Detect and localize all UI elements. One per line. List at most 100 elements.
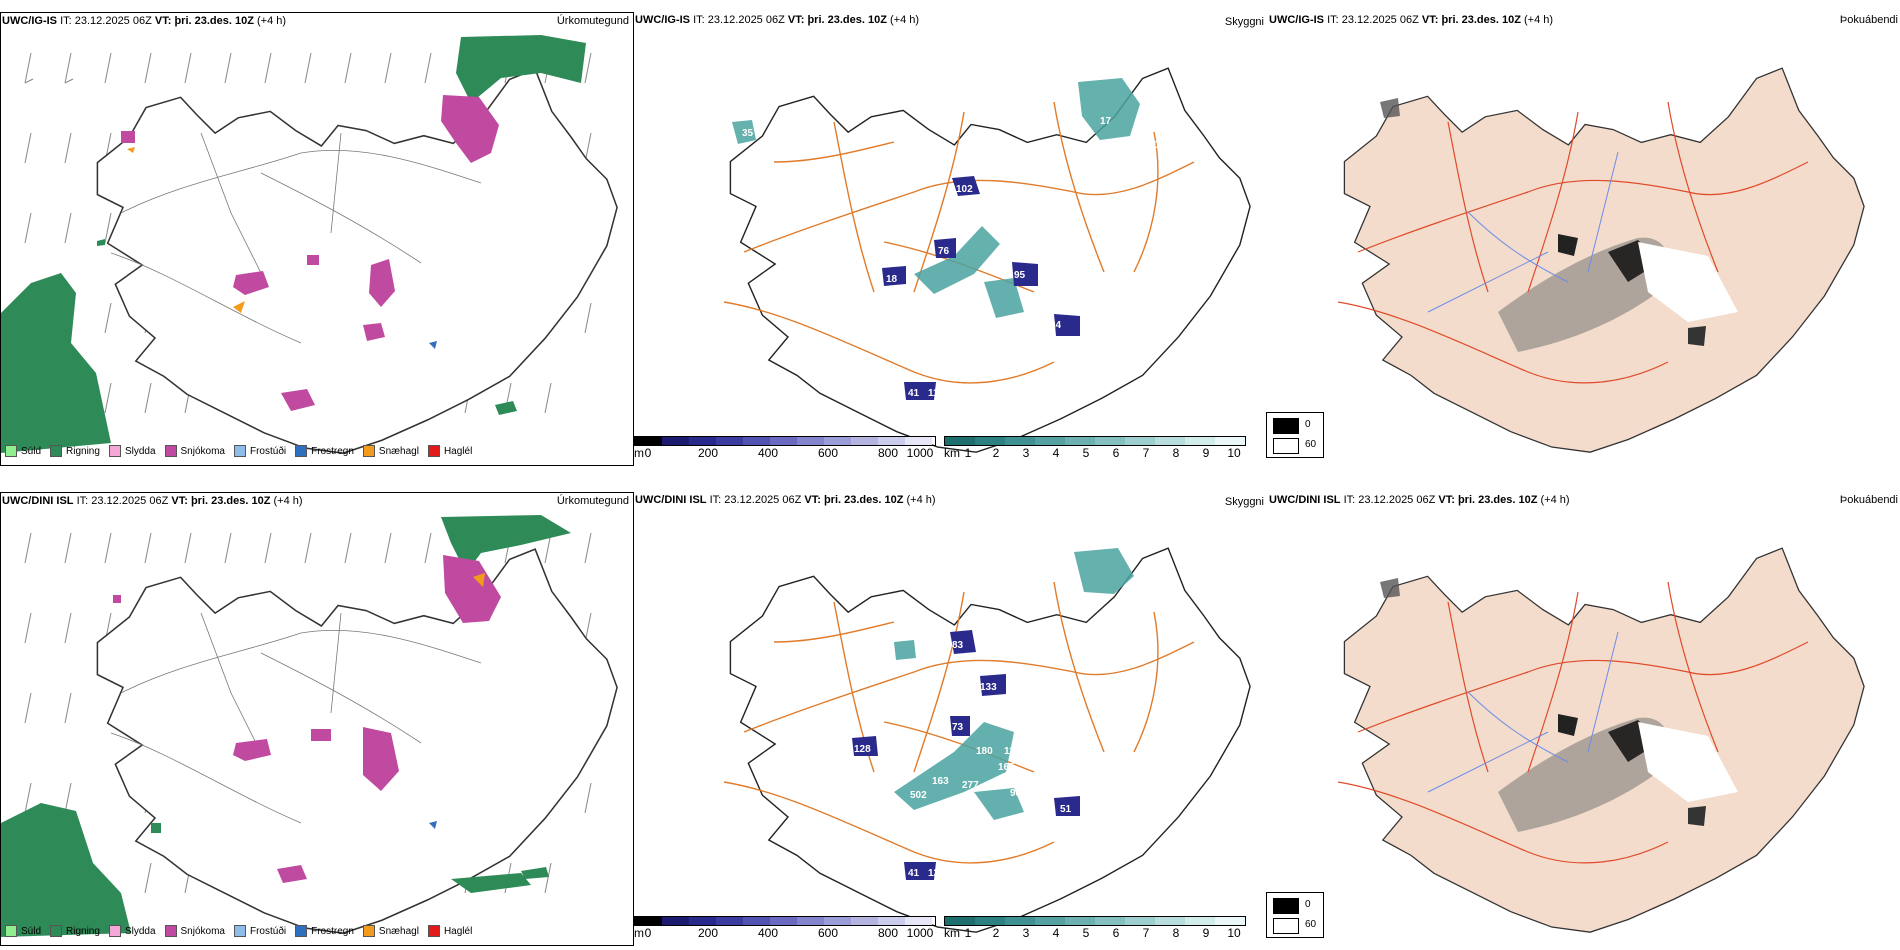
- precip-header-row2: UWC/DINI ISL IT: 23.12.2025 06Z VT: þri.…: [2, 495, 303, 507]
- precip-legend-row2: Súld Rigning Slydda Snjókoma Frostúði Fr…: [5, 925, 472, 937]
- visibility-panel-row2: 83 133 73 128 180 112 165 163 277 502 98…: [634, 492, 1268, 944]
- sleet-graupel-areas: [429, 573, 485, 829]
- cloud-legend-row1: 0 60: [1266, 412, 1324, 458]
- vis-label: 98: [1010, 788, 1022, 799]
- vis-label: 10: [1148, 140, 1160, 151]
- vis-label: 24: [1050, 320, 1062, 331]
- road-lines: [110, 132, 482, 344]
- vis-label: 41: [908, 868, 920, 879]
- visibility-tick: 10: [1227, 446, 1241, 460]
- fog-map-row1: [1337, 67, 1865, 453]
- visibility-navy-areas: [882, 176, 1080, 400]
- vis-label: 35: [742, 128, 754, 139]
- elevation-tick: 200: [697, 926, 719, 940]
- snow-areas: [121, 95, 499, 411]
- precip-title-row1: Úrkomutegund: [556, 15, 629, 27]
- legend-snow: Snjókoma: [164, 445, 225, 457]
- vis-label: 112: [1004, 746, 1021, 757]
- rain-areas: [1, 35, 586, 453]
- legend-hail: Haglél: [427, 925, 472, 937]
- precip-map-row2: [1, 515, 618, 937]
- vis-label: 73: [952, 722, 964, 733]
- elevation-tick: 0: [644, 446, 652, 460]
- vis-label: 70: [702, 236, 714, 247]
- fog-roads: [1337, 581, 1809, 864]
- precip-legend-row1: Súld Rigning Slydda Snjókoma Frostúði Fr…: [5, 445, 472, 457]
- legend-hail: Haglél: [427, 445, 472, 457]
- elevation-tick: 800: [877, 926, 899, 940]
- fog-header-row1: UWC/IG-IS IT: 23.12.2025 06Z VT: þri. 23…: [1269, 14, 1554, 26]
- vis-label: 502: [910, 790, 927, 801]
- legend-snow-pellets: Snæhagl: [362, 925, 419, 937]
- vis-label: 163: [932, 776, 949, 787]
- visibility-value-labels: 35 17 10 70 102 76 18 28 95 24 88 41 118: [702, 116, 1160, 399]
- precip-panel-row1: UWC/IG-IS IT: 23.12.2025 06Z VT: þri. 23…: [0, 12, 634, 466]
- visibility-unit: km: [944, 926, 960, 940]
- fog-header-row2: UWC/DINI ISL IT: 23.12.2025 06Z VT: þri.…: [1269, 494, 1570, 506]
- vis-label: 133: [980, 682, 997, 693]
- visibility-tick: 2: [992, 446, 1000, 460]
- elevation-tick: 0: [644, 926, 652, 940]
- vis-label: 41: [908, 388, 920, 399]
- visibility-map-row1: 35 17 10 70 102 76 18 28 95 24 88 41 118: [702, 67, 1251, 453]
- visibility-tick: 5: [1082, 926, 1090, 940]
- vis-label: 128: [854, 744, 871, 755]
- elevation-unit: m: [634, 446, 644, 460]
- vis-label: 118: [928, 388, 945, 399]
- visibility-tick: 2: [992, 926, 1000, 940]
- precip-map-row1: [1, 35, 618, 454]
- legend-sleet: Slydda: [108, 445, 156, 457]
- vis-label: 277: [962, 780, 979, 791]
- visibility-title-row1: Skyggni: [1224, 16, 1264, 28]
- vis-label: 88: [924, 350, 936, 361]
- visibility-tick: 9: [1202, 446, 1210, 460]
- elevation-unit: m: [634, 926, 644, 940]
- legend-freezing-rain: Frostregn: [295, 445, 354, 457]
- road-lines: [110, 612, 482, 824]
- visibility-tick: 1: [964, 446, 972, 460]
- visibility-tick: 8: [1172, 446, 1180, 460]
- visibility-tick: 3: [1022, 446, 1030, 460]
- vis-label: 51: [1060, 804, 1072, 815]
- elevation-tick: 400: [757, 926, 779, 940]
- visibility-teal-areas: [894, 548, 1134, 820]
- vis-label: 28: [990, 254, 1002, 265]
- legend-drizzle: Súld: [5, 925, 41, 937]
- fog-title-row2: Þokuábendi: [1839, 494, 1898, 506]
- vis-label: 18: [886, 274, 898, 285]
- fog-panel-row2: UWC/DINI ISL IT: 23.12.2025 06Z VT: þri.…: [1268, 492, 1900, 944]
- vis-label: 76: [938, 246, 950, 257]
- legend-drizzle: Súld: [5, 445, 41, 457]
- fog-rivers: [1427, 631, 1619, 793]
- sleet-graupel-areas: [127, 147, 437, 349]
- vis-label: 180: [976, 746, 993, 757]
- legend-rain: Rigning: [50, 925, 100, 937]
- precip-panel-row2: UWC/DINI ISL IT: 23.12.2025 06Z VT: þri.…: [0, 492, 634, 946]
- elevation-tick: 800: [877, 446, 899, 460]
- visibility-tick: 6: [1112, 926, 1120, 940]
- visibility-tick: 3: [1022, 926, 1030, 940]
- visibility-value-labels: 83 133 73 128 180 112 165 163 277 502 98…: [854, 640, 1072, 879]
- visibility-tick: 4: [1052, 446, 1060, 460]
- visibility-tick: 7: [1142, 926, 1150, 940]
- visibility-tick: 4: [1052, 926, 1060, 940]
- fog-dark-areas: [1380, 578, 1738, 832]
- visibility-panel-row1: 35 17 10 70 102 76 18 28 95 24 88 41 118…: [634, 12, 1268, 464]
- legend-sleet: Slydda: [108, 925, 156, 937]
- elevation-tick: 1000: [906, 926, 934, 940]
- legend-snow: Snjókoma: [164, 925, 225, 937]
- vis-label: 102: [956, 184, 973, 195]
- visibility-unit: km: [944, 446, 960, 460]
- visibility-tick: 1: [964, 926, 972, 940]
- visibility-teal-areas: [732, 78, 1140, 318]
- snow-areas: [113, 555, 501, 883]
- fog-title-row1: Þokuábendi: [1839, 14, 1898, 26]
- visibility-colorbar-row1: [944, 436, 1246, 446]
- vis-label: 28: [1054, 780, 1066, 791]
- elevation-colorbar-row1: [634, 436, 936, 446]
- elevation-tick: 600: [817, 926, 839, 940]
- cloud-legend-row2: 0 60: [1266, 892, 1324, 938]
- fog-map-row2: [1337, 547, 1865, 933]
- visibility-map-row2: 83 133 73 128 180 112 165 163 277 502 98…: [723, 547, 1251, 933]
- visibility-title-row2: Skyggni: [1224, 496, 1264, 508]
